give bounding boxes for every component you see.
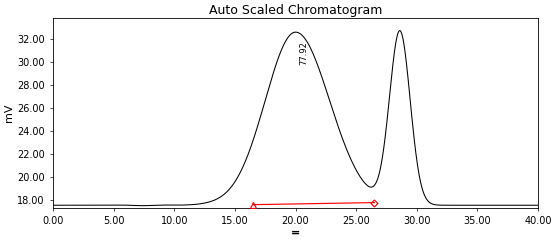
Text: 77.92: 77.92 (299, 41, 308, 65)
Title: Auto Scaled Chromatogram: Auto Scaled Chromatogram (209, 4, 382, 17)
X-axis label: =: = (291, 228, 300, 238)
Y-axis label: mV: mV (4, 104, 14, 122)
